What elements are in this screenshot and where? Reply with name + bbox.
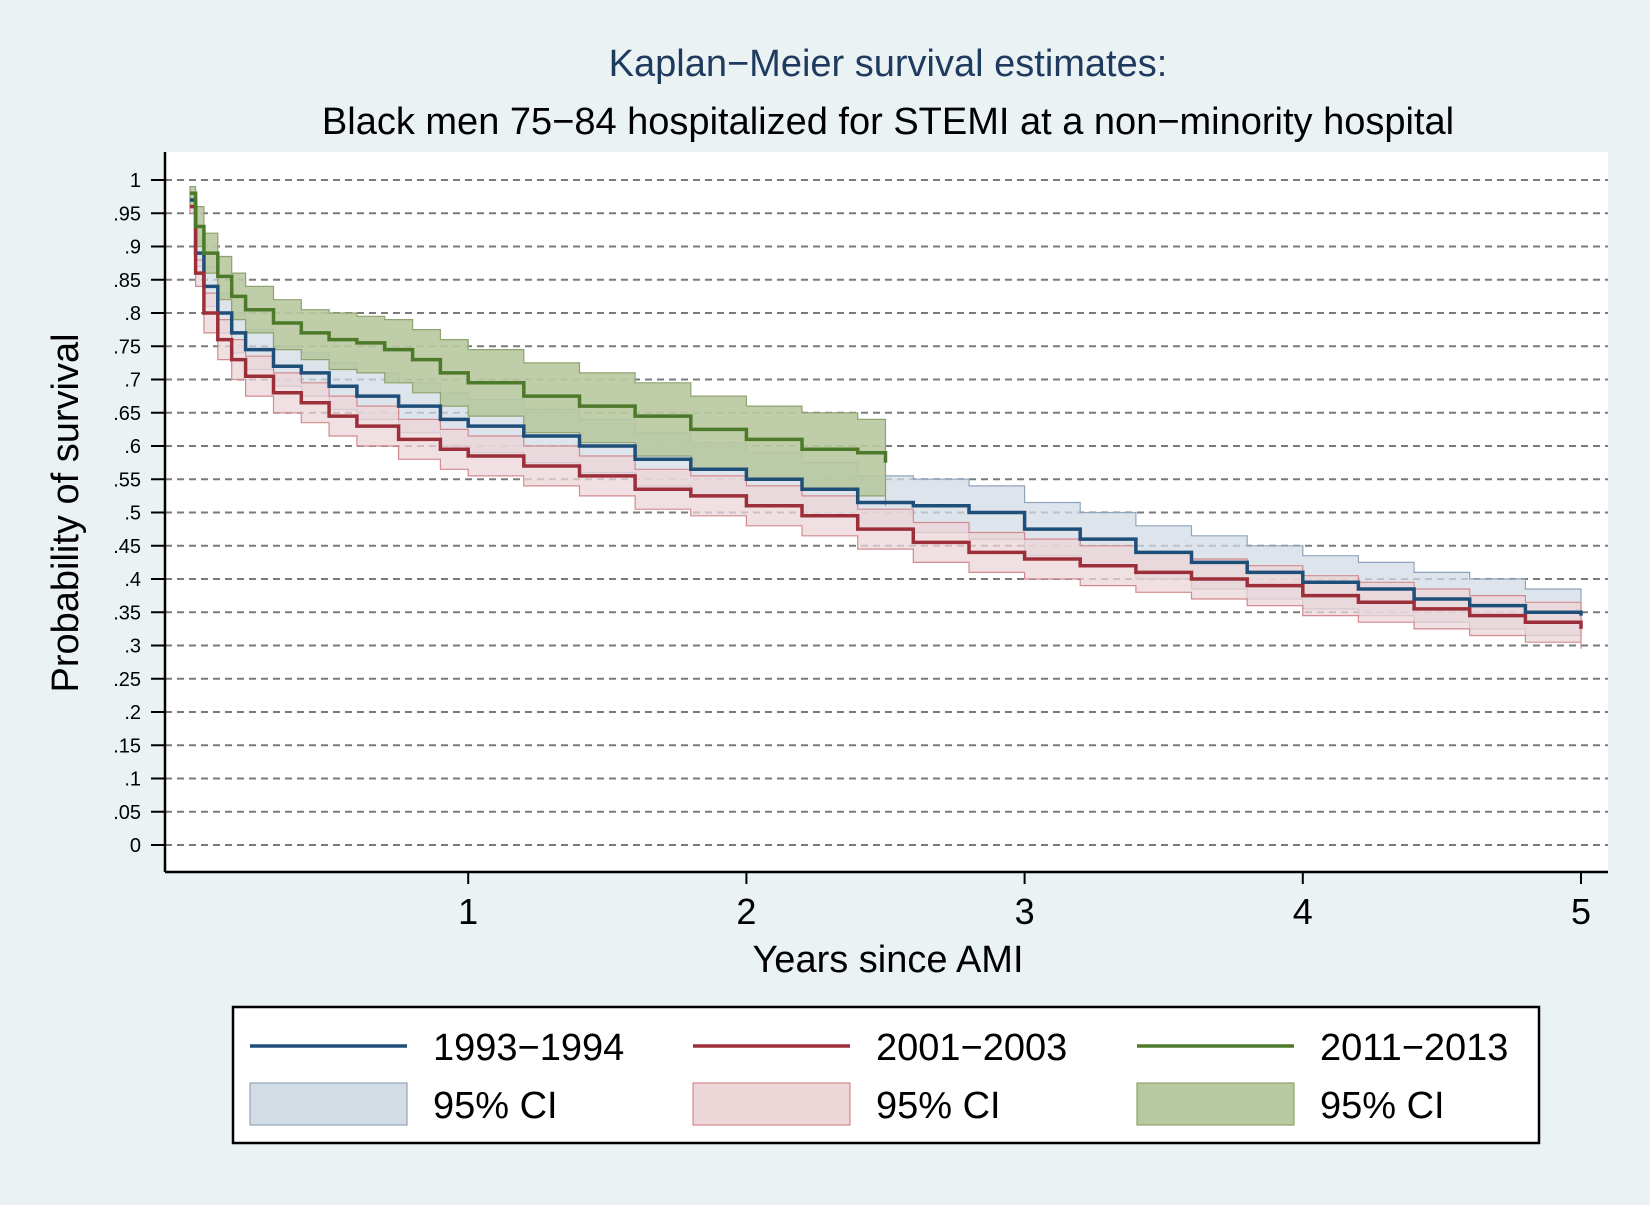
ci-band-2	[189, 199, 1582, 649]
ci-band-3	[189, 186, 887, 506]
y-tick-label: .6	[124, 436, 141, 458]
legend-ci-label: 95% CI	[433, 1085, 558, 1127]
x-tick-label: 2	[736, 891, 756, 932]
y-tick-label: .25	[113, 669, 141, 691]
chart-subtitle: Black men 75−84 hospitalized for STEMI a…	[322, 101, 1454, 143]
legend-ci-label: 95% CI	[1320, 1085, 1445, 1127]
legend-ci-swatch	[692, 1082, 851, 1126]
legend: 1993−1994 95% CI 2001−2003 95% CI 2011−2013 9…	[231, 1005, 1541, 1145]
chart-title: Kaplan−Meier survival estimates:	[609, 43, 1168, 85]
legend-series-label: 2011−2013	[1320, 1027, 1508, 1069]
confidence-bands	[189, 186, 1582, 649]
survival-lines	[190, 191, 1583, 629]
x-tick-label: 1	[458, 891, 478, 932]
legend-series-label: 2001−2003	[876, 1027, 1067, 1069]
y-tick-label: .9	[124, 237, 141, 259]
y-tick-label: .7	[124, 370, 141, 392]
y-tick-label: 1	[130, 170, 141, 192]
y-tick-label: .55	[113, 469, 141, 491]
y-tick-label: .2	[124, 702, 141, 724]
x-axis-label: Years since AMI	[752, 939, 1023, 981]
legend-box	[231, 1005, 1541, 1145]
y-tick-label: .95	[113, 203, 141, 225]
y-tick-label: .65	[113, 403, 141, 425]
x-tick-label: 5	[1571, 891, 1591, 932]
survival-line-2	[190, 204, 1583, 629]
y-tick-label: .3	[124, 636, 141, 658]
y-tick-label: 0	[130, 835, 141, 857]
y-tick-label: .5	[124, 503, 141, 525]
y-tick-label: .45	[113, 536, 141, 558]
y-axis-label: Probability of survival	[45, 333, 87, 692]
survival-line-1	[190, 198, 1583, 616]
y-tick-label: .4	[124, 569, 141, 591]
survival-line-3	[190, 191, 888, 463]
y-tick-label: .05	[113, 802, 141, 824]
y-tick-label: .85	[113, 270, 141, 292]
x-tick-label: 4	[1293, 891, 1313, 932]
legend-ci-swatch	[1136, 1082, 1295, 1126]
legend-ci-label: 95% CI	[876, 1085, 1001, 1127]
y-tick-label: .35	[113, 602, 141, 624]
y-tick-label: .1	[124, 769, 141, 791]
x-tick-label: 3	[1015, 891, 1035, 932]
y-tick-label: .15	[113, 735, 141, 757]
y-tick-label: .75	[113, 336, 141, 358]
legend-series-label: 1993−1994	[433, 1027, 624, 1069]
legend-ci-swatch	[249, 1082, 408, 1126]
y-tick-label: .8	[124, 303, 141, 325]
axes: 0 .05 .1 .15 .2 .25 .3 .35 .4 .45 .5 .55 .6 .65 .7 .75.…	[113, 152, 1608, 932]
